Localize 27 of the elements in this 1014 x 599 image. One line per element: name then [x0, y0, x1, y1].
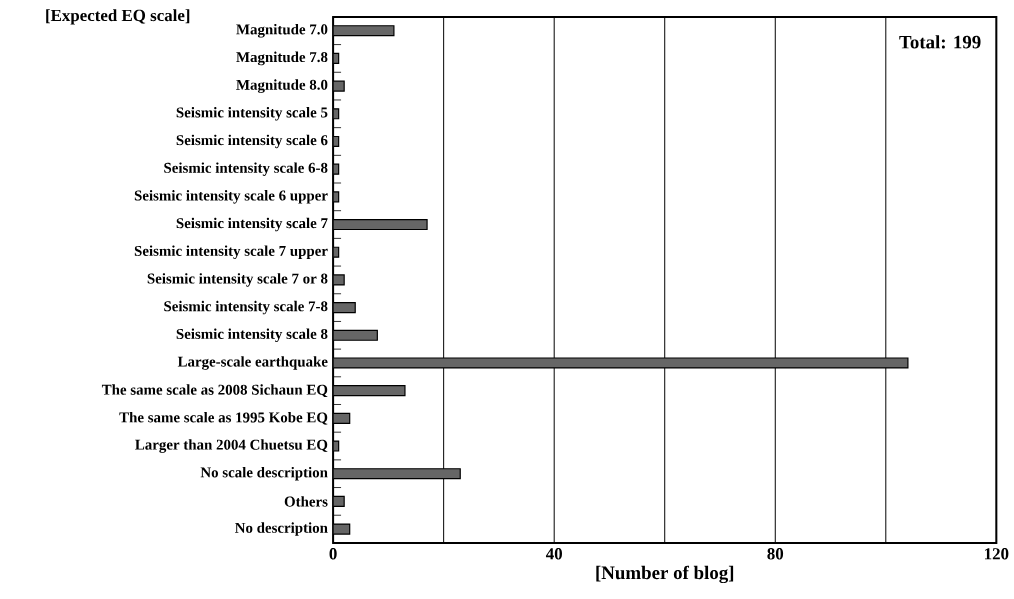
y-tick-label: Others	[284, 496, 328, 507]
y-tick-label: Large-scale earthquake	[177, 356, 328, 370]
y-tick-label: Magnitude 8.0	[236, 79, 328, 94]
y-tick-label: Seismic intensity scale 6-8	[164, 162, 328, 177]
y-tick-label: Seismic intensity scale 7-8	[164, 301, 328, 315]
text: [Expected EQ scale]	[46, 9, 190, 25]
y-tick-label: Seismic intensity scale 5	[176, 107, 328, 121]
x-tick-label: 80	[767, 548, 784, 560]
y-tick-label: The same scale as 2008 Sichaun EQ	[101, 384, 328, 398]
y-tick-label: Magnitude 7.0	[236, 24, 328, 38]
y-tick-label: No description	[235, 522, 328, 537]
y-tick-label: Seismic intensity scale 6 upper	[134, 190, 328, 204]
x-tick-label: 0	[329, 548, 337, 560]
y-tick-label: Seismic intensity scale 7 upper	[134, 245, 328, 260]
y-tick-label: Seismic intensity scale 8	[176, 328, 328, 343]
bar	[333, 468, 461, 480]
x-axis-title: [Number of blog]	[596, 565, 734, 584]
y-tick-label: Magnitude 7.8	[236, 51, 328, 66]
y-tick-label: Seismic intensity scale 7 or 8	[147, 273, 328, 287]
x-tick-label: 40	[545, 548, 563, 560]
y-tick-label: The same scale as 1995 Kobe EQ	[119, 412, 328, 425]
annotation: Total: 199	[899, 35, 981, 49]
x-tick-label: 120	[985, 548, 1009, 560]
y-tick-label: Seismic intensity scale 6	[176, 134, 328, 149]
y-tick-label: Larger than 2004 Chuetsu EQ	[135, 439, 328, 454]
y-tick-label: Seismic intensity scale 7	[176, 217, 328, 232]
y-tick-label: No scale description	[200, 467, 328, 481]
